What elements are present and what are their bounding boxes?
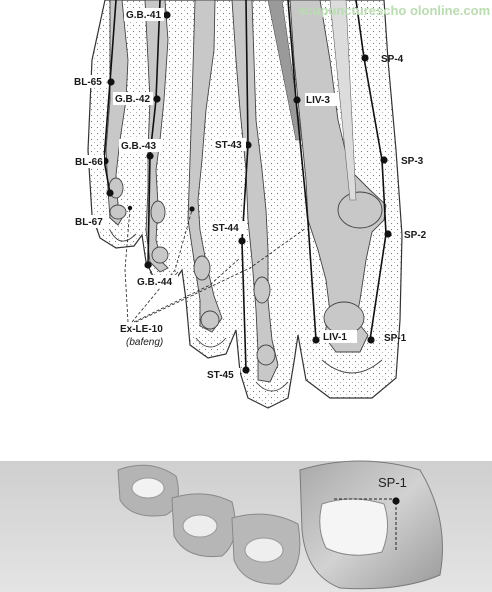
point-liv3	[293, 96, 301, 104]
label-liv1: LIV-1	[323, 332, 347, 343]
point-bl65	[107, 78, 115, 86]
bones	[105, 0, 387, 392]
point-gb44	[144, 261, 152, 269]
label-sp3: SP-3	[401, 156, 424, 167]
tendons	[267, 0, 357, 201]
point-st45	[242, 366, 250, 374]
label-bafeng: (bafeng)	[126, 337, 163, 348]
toe-photo: SP-1	[0, 460, 492, 592]
label-gb42: G.B.-42	[115, 94, 150, 105]
label-st43: ST-43	[215, 140, 242, 151]
point-sp1	[367, 336, 375, 344]
point-st43	[244, 141, 252, 149]
point-gb43	[146, 152, 154, 160]
label-bl66: BL-66	[75, 157, 103, 168]
label-gb41: G.B.-41	[126, 10, 161, 21]
photo-sp1-label: SP-1	[378, 475, 407, 490]
point-st44	[238, 237, 246, 245]
point-liv1	[312, 336, 320, 344]
point-gb42	[153, 95, 161, 103]
bafeng-leaders	[124, 207, 307, 323]
point-bl67	[106, 189, 114, 197]
point-bafeng-1	[189, 206, 195, 212]
label-sp4: SP-4	[381, 54, 404, 65]
point-sp4	[361, 54, 369, 62]
label-gb44: G.B.-44	[137, 277, 172, 288]
st-meridian	[241, 0, 249, 371]
point-sp3	[380, 156, 388, 164]
label-st44: ST-44	[212, 223, 239, 234]
label-bl65: BL-65	[74, 77, 102, 88]
label-exle10: Ex-LE-10	[120, 324, 163, 335]
label-st45: ST-45	[207, 370, 234, 381]
label-liv3: LIV-3	[306, 95, 330, 106]
label-bl67: BL-67	[75, 217, 103, 228]
label-sp2: SP-2	[404, 230, 427, 241]
watermark: acupuncturescho olonline.com	[298, 3, 490, 18]
point-gb41	[163, 11, 171, 19]
photo-sp1-point	[392, 497, 400, 505]
liv-meridian	[287, 0, 317, 341]
point-labels: G.B.-41 BL-65 G.B.-42 G.B.-43 BL-66 BL-6…	[72, 8, 427, 381]
bl-meridian	[103, 0, 117, 194]
gb-meridian	[147, 0, 161, 266]
label-sp1: SP-1	[384, 333, 407, 344]
point-bafeng-2	[127, 205, 133, 211]
point-sp2	[384, 230, 392, 238]
label-gb43: G.B.-43	[121, 141, 156, 152]
acupoints	[101, 11, 392, 374]
